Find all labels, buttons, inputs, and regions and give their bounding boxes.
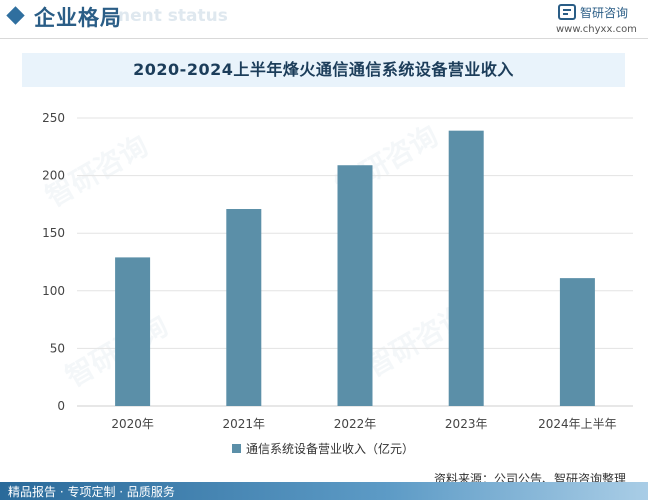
section-title: 企业格局 (34, 6, 122, 30)
y-tick-label: 50 (50, 341, 65, 355)
x-tick-label: 2021年 (223, 417, 266, 431)
y-tick-label: 0 (57, 399, 65, 413)
header-divider (0, 38, 648, 39)
chart-title: 2020-2024上半年烽火通信通信系统设备营业收入 (133, 60, 514, 79)
bar (115, 257, 151, 406)
bar (559, 278, 595, 406)
brand-url: www.chyxx.com (556, 24, 637, 35)
section-subtitle-ghost: nent status (118, 6, 228, 26)
x-tick-label: 2024年上半年 (538, 417, 617, 431)
bar-chart: 0 50 100 150 200 250 2020年 2021年 2022年 2023年 2024年… (42, 111, 633, 431)
header: 企业格局 nent status 智研咨询 www.chyxx.com (0, 0, 648, 39)
legend-label: 通信系统设备营业收入（亿元） (246, 442, 415, 456)
legend-swatch (232, 444, 241, 453)
x-tick-label: 2022年 (334, 417, 377, 431)
y-tick-label: 150 (42, 226, 65, 240)
y-tick-label: 200 (42, 169, 65, 183)
brand-logo-icon (558, 4, 576, 20)
chart-legend: 通信系统设备营业收入（亿元） (232, 440, 414, 457)
x-tick-label: 2023年 (445, 417, 488, 431)
bar (448, 130, 484, 406)
diamond-icon (6, 6, 25, 25)
y-tick-label: 100 (42, 284, 65, 298)
bar (226, 209, 262, 406)
footer-tagline: 精品报告 · 专项定制 · 品质服务 (8, 485, 175, 499)
y-tick-label: 250 (42, 111, 65, 125)
footer-bar: 精品报告 · 专项定制 · 品质服务 (0, 482, 648, 500)
brand-name: 智研咨询 (580, 6, 629, 20)
x-tick-label: 2020年 (111, 417, 154, 431)
chart-title-band: 2020-2024上半年烽火通信通信系统设备营业收入 (22, 53, 625, 87)
bar (337, 165, 373, 406)
